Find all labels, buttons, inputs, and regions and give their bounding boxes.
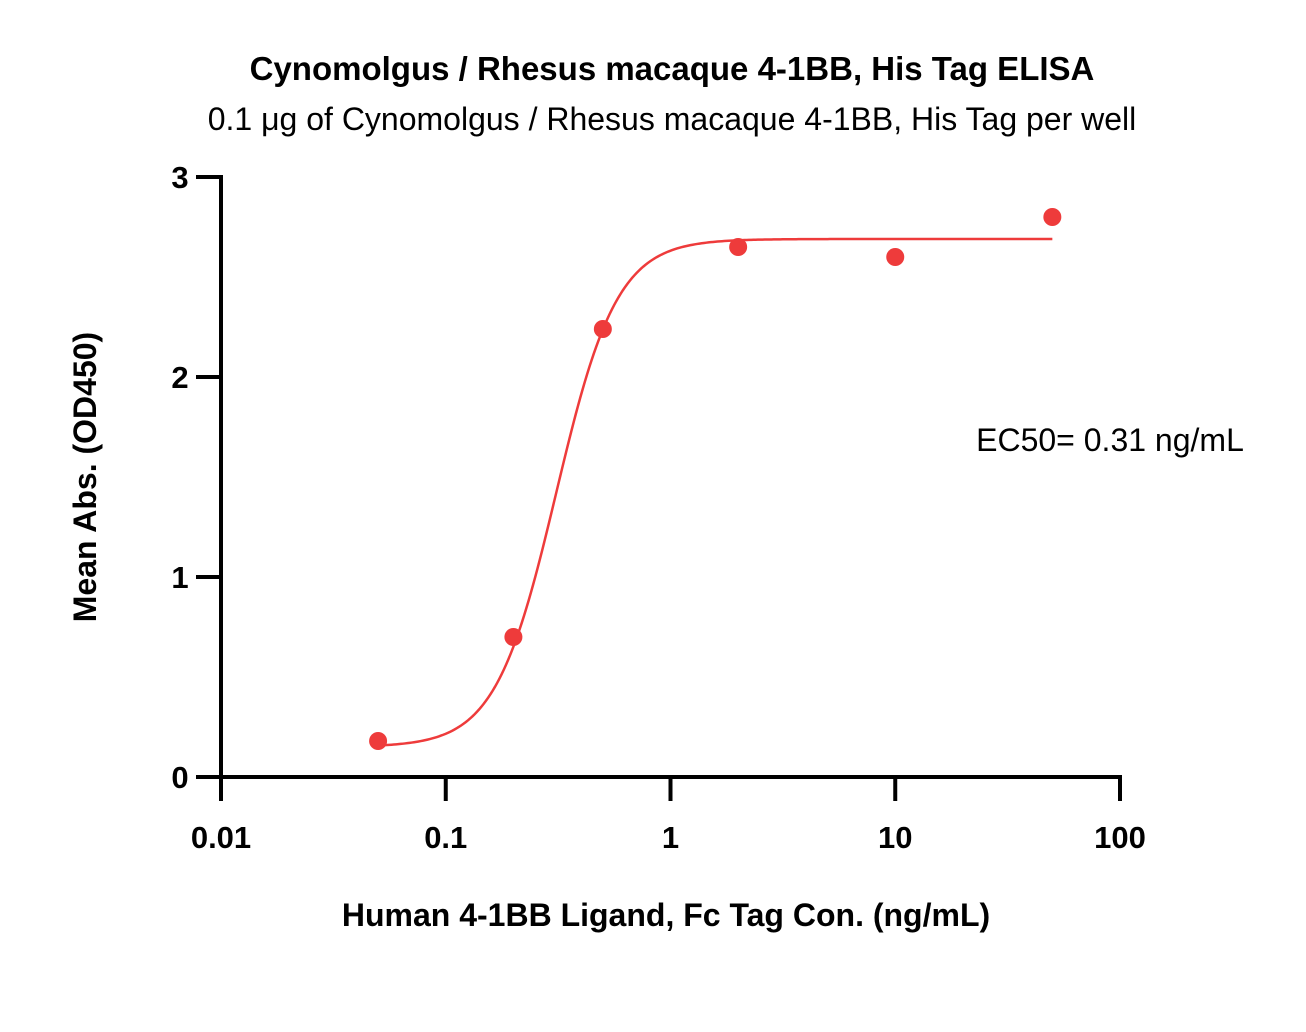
- y-tick-label: 3: [171, 160, 188, 195]
- x-axis-label: Human 4-1BB Ligand, Fc Tag Con. (ng/mL): [342, 897, 990, 933]
- chart-subtitle: 0.1 μg of Cynomolgus / Rhesus macaque 4-…: [208, 101, 1137, 137]
- y-tick-label: 2: [171, 360, 188, 395]
- fit-curve-layer: [378, 237, 1053, 747]
- y-axis-label: Mean Abs. (OD450): [67, 332, 103, 622]
- data-points-layer: [369, 208, 1062, 750]
- data-point: [593, 320, 612, 338]
- x-axis-ticks: 0.01 0.1 1 10 100: [191, 777, 1146, 855]
- axes: [219, 175, 1122, 779]
- data-point: [369, 732, 388, 750]
- data-point: [504, 628, 523, 646]
- x-tick-label: 0.1: [424, 820, 467, 855]
- y-axis-ticks: 0 1 2 3: [171, 160, 221, 795]
- chart-title: Cynomolgus / Rhesus macaque 4-1BB, His T…: [250, 50, 1095, 87]
- data-point: [886, 248, 905, 266]
- data-point: [729, 238, 748, 256]
- x-tick-label: 10: [878, 820, 912, 855]
- y-tick-label: 1: [171, 560, 188, 595]
- data-point: [1043, 208, 1062, 226]
- fit-curve: [378, 237, 1053, 747]
- ec50-annotation: EC50= 0.31 ng/mL: [976, 422, 1244, 458]
- x-tick-label: 0.01: [191, 820, 251, 855]
- x-tick-label: 100: [1094, 820, 1146, 855]
- y-tick-label: 0: [171, 760, 188, 795]
- x-tick-label: 1: [662, 820, 679, 855]
